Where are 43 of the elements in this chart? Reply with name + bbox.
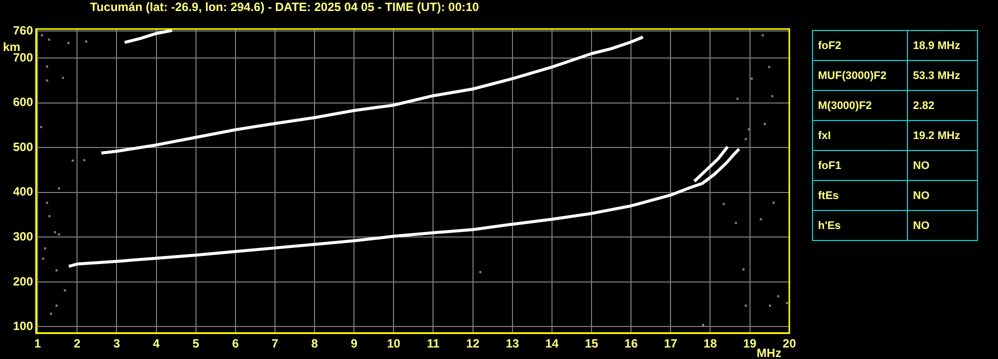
x-tick-label: 13 [506,336,520,351]
text: ftEs [812,180,908,210]
x-tick-label: 7 [272,336,279,351]
text: M(3000)F2 [812,90,908,120]
chart-title: Tucumán (lat: -26.9, lon: 294.6) - DATE: 2025 04 05 - TIME (UT): 00:10 [90,0,479,14]
x-tick-label: 10 [386,336,401,351]
y-tick-label: 760 [12,24,34,38]
text: NO [908,150,978,180]
text: NO [908,210,978,240]
y-tick-label: 500 [12,140,34,154]
x-tick-label: 20 [782,336,796,351]
text: h'Es [812,210,908,240]
text: 19.2 MHz [908,120,978,150]
x-tick-label: 3 [113,336,120,351]
text: 2.82 [908,90,978,120]
x-tick-label: 8 [311,336,318,351]
x-tick-label: 15 [584,336,598,351]
y-tick-label: 100 [12,319,34,334]
x-axis-title: MHz [756,346,782,359]
x-tick-label: 14 [545,336,559,351]
x-tick-label: 19 [743,336,757,351]
text: MUF(3000)F2 [812,60,908,90]
y-tick-label: 200 [12,274,34,288]
text: foF2 [812,30,908,60]
x-tick-label: 18 [704,336,718,351]
x-tick-label: 1 [34,336,42,351]
x-tick-label: 4 [152,336,160,351]
y-tick-label: 600 [12,95,34,110]
text: foF1 [812,150,908,180]
x-tick-label: 16 [624,336,638,351]
text: NO [908,180,978,210]
x-tick-label: 12 [466,336,480,351]
x-tick-label: 6 [232,336,240,351]
text: 53.3 MHz [908,60,978,90]
text: fxI [812,120,908,150]
x-tick-label: 17 [664,336,678,351]
text: 18.9 MHz [908,30,978,60]
y-tick-label: 400 [12,184,34,199]
x-tick-label: 9 [350,336,358,351]
x-tick-label: 2 [74,336,81,351]
x-tick-label: 11 [426,336,440,351]
x-tick-label: 5 [192,336,200,351]
y-tick-label: 300 [12,230,34,244]
